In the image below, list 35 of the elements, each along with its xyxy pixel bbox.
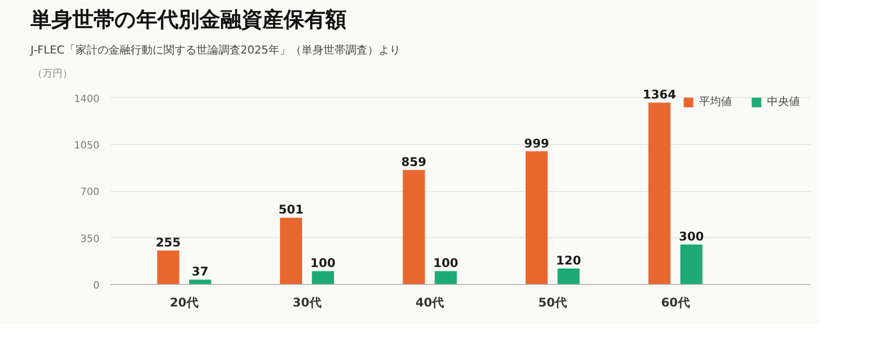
bar xyxy=(434,271,457,284)
y-axis-title: （万円） xyxy=(32,68,72,80)
data-label: 100 xyxy=(433,256,458,270)
legend-label: 平均値 xyxy=(699,94,732,109)
bar xyxy=(680,244,702,284)
bar xyxy=(558,268,580,284)
chart-subtitle: J-FLEC「家計の金融行動に関する世論調査2025年」（単身世帯調査）より xyxy=(30,44,400,56)
bar xyxy=(526,151,548,284)
y-tick-label: 1400 xyxy=(74,94,100,105)
bar xyxy=(157,250,180,284)
bar xyxy=(312,271,334,284)
x-tick-label: 50代 xyxy=(538,296,567,310)
x-tick-label: 60代 xyxy=(661,296,690,310)
data-label: 300 xyxy=(678,230,704,244)
data-label: 37 xyxy=(192,264,209,279)
data-label: 1364 xyxy=(642,88,676,102)
bar xyxy=(280,218,302,284)
data-label: 255 xyxy=(156,236,181,250)
bar xyxy=(189,280,212,284)
x-tick-label: 30代 xyxy=(292,296,322,310)
y-tick-label: 1050 xyxy=(74,140,100,152)
data-label: 999 xyxy=(524,136,550,150)
data-label: 120 xyxy=(556,254,582,268)
legend-label: 中央値 xyxy=(767,94,800,109)
x-tick-label: 20代 xyxy=(170,296,199,310)
bar xyxy=(648,102,670,284)
data-label: 100 xyxy=(310,256,336,270)
chart-title: 単身世帯の年代別金融資産保有額 xyxy=(30,8,346,32)
data-label: 501 xyxy=(278,202,304,217)
y-tick-label: 700 xyxy=(80,187,100,198)
bar xyxy=(402,170,425,284)
x-tick-label: 40代 xyxy=(415,296,444,310)
y-tick-label: 0 xyxy=(93,280,100,292)
y-tick-label: 350 xyxy=(80,234,100,245)
data-label: 859 xyxy=(401,154,426,169)
